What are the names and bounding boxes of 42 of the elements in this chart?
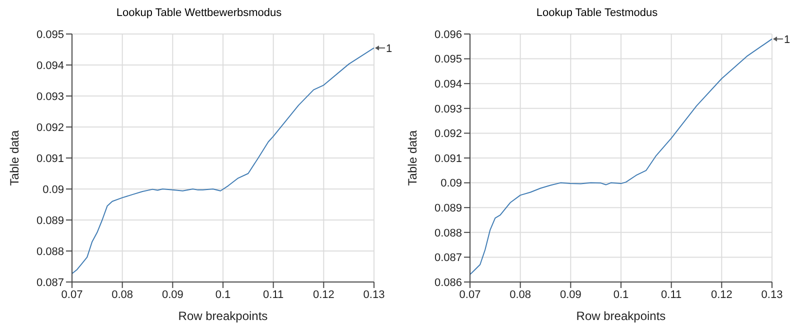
y-tick-label: 0.089 <box>36 214 64 227</box>
y-tick-label: 0.094 <box>434 78 462 91</box>
y-tick-label: 0.092 <box>36 122 64 134</box>
y-axis-title: Table data <box>405 130 420 186</box>
x-tick-label: 0.12 <box>312 288 334 301</box>
y-tick-label: 0.094 <box>36 60 64 72</box>
x-tick-label: 0.1 <box>215 288 231 301</box>
y-tick-label: 0.096 <box>434 28 462 41</box>
y-tick-label: 0.09 <box>42 184 64 196</box>
annotation: 1 <box>784 34 790 46</box>
x-tick-label: 0.08 <box>112 288 134 301</box>
y-tick-label: 0.087 <box>36 276 64 289</box>
y-tick-label: 0.09 <box>440 178 462 190</box>
y-tick-label: 0.088 <box>36 246 64 258</box>
x-tick-label: 0.1 <box>613 288 629 301</box>
chart-title: Lookup Table Testmodus <box>535 6 659 21</box>
x-tick-label: 0.11 <box>661 288 682 301</box>
x-tick-label: 0.11 <box>263 288 284 301</box>
chart-title: Lookup Table Wettbewerbsmodus <box>115 6 283 21</box>
y-tick-label: 0.087 <box>434 252 462 264</box>
x-tick-label: 0.07 <box>459 288 481 301</box>
y-tick-label: 0.093 <box>434 103 462 116</box>
y-tick-label: 0.093 <box>36 90 64 103</box>
y-tick-label: 0.092 <box>434 128 462 140</box>
x-tick-label: 0.09 <box>162 288 184 301</box>
y-tick-label: 0.091 <box>434 152 462 165</box>
x-tick-label: 0.12 <box>710 288 732 301</box>
x-tick-label: 0.09 <box>560 288 582 301</box>
y-axis-title: Table data <box>7 130 22 186</box>
y-tick-label: 0.095 <box>36 28 64 41</box>
y-tick-label: 0.089 <box>434 202 462 215</box>
y-tick-label: 0.095 <box>434 54 462 66</box>
annotation: 1 <box>386 42 392 55</box>
x-tick-label: 0.13 <box>363 288 385 301</box>
x-axis-title: Row breakpoints <box>178 309 268 323</box>
y-tick-label: 0.091 <box>36 152 64 165</box>
x-axis-title: Row breakpoints <box>576 309 666 323</box>
x-tick-label: 0.07 <box>61 288 83 301</box>
y-tick-label: 0.086 <box>434 276 462 289</box>
x-tick-label: 0.08 <box>510 288 532 301</box>
x-tick-label: 0.13 <box>761 288 783 301</box>
y-tick-label: 0.088 <box>434 227 462 240</box>
